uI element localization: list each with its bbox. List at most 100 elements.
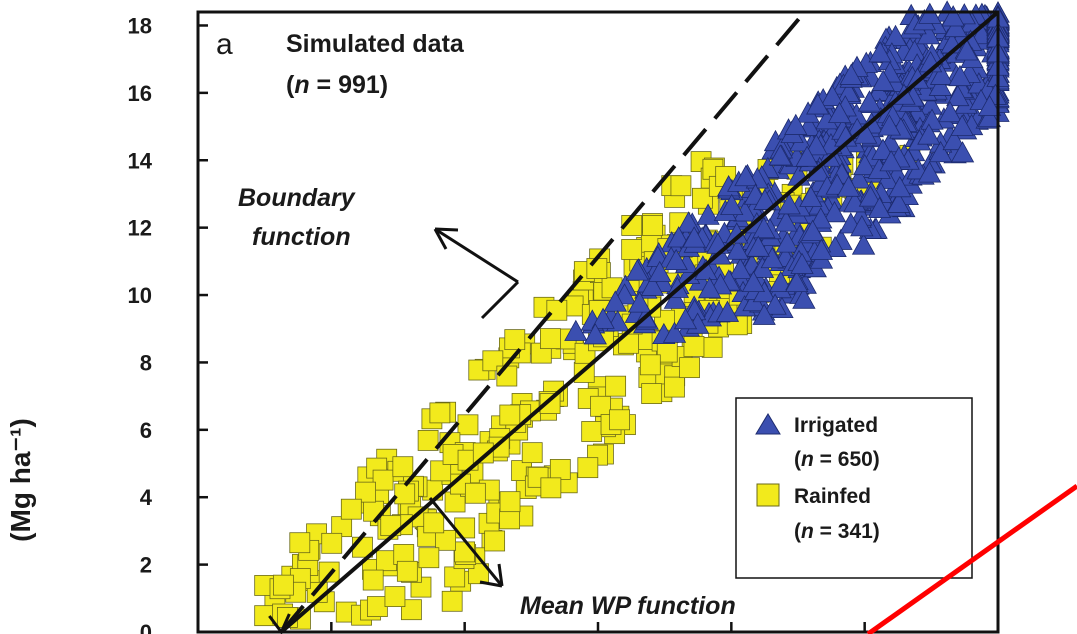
rainfed-point — [577, 457, 599, 479]
irrigated-point — [625, 259, 649, 281]
irrigated-point — [784, 270, 809, 293]
y-tick-label: 10 — [128, 283, 152, 308]
rainfed-point — [429, 402, 451, 424]
rainfed-point — [639, 354, 661, 376]
legend-irrigated-n: (n = 650) — [794, 448, 880, 471]
y-tick-label: 0 — [140, 620, 152, 634]
irrigated-point — [888, 175, 912, 198]
panel-letter: a — [216, 28, 233, 61]
legend-rainfed-label: Rainfed — [794, 485, 871, 508]
irrigated-point — [871, 69, 895, 91]
rainfed-point — [504, 329, 526, 351]
irrigated-point — [682, 226, 706, 248]
legend-rainfed-marker — [756, 483, 780, 507]
rainfed-point — [396, 560, 418, 582]
irrigated-point — [853, 153, 877, 176]
irrigated-point — [809, 238, 834, 260]
irrigated-point — [696, 203, 720, 225]
rainfed-point — [499, 491, 521, 513]
rainfed-point — [464, 482, 486, 504]
legend-rainfed-n: (n = 341) — [794, 520, 880, 543]
rainfed-point — [457, 414, 479, 436]
rainfed-point — [605, 375, 627, 397]
irrigated-point — [734, 164, 758, 187]
irrigated-point — [777, 193, 801, 215]
irrigated-point — [809, 207, 833, 229]
irrigated-point — [950, 114, 974, 136]
irrigated-point — [697, 277, 722, 299]
irrigated-point — [877, 114, 902, 136]
red-annotation-stroke — [866, 483, 1077, 634]
rainfed-point — [454, 541, 476, 563]
irrigated-point — [857, 90, 882, 112]
x-axis — [330, 622, 1000, 632]
rainfed-point — [540, 328, 561, 349]
legend-irrigated-marker — [755, 413, 781, 435]
rainfed-point — [254, 605, 276, 627]
rainfed-point — [454, 517, 476, 539]
irrigated-point — [928, 140, 953, 163]
irrigated-point — [928, 74, 952, 96]
irrigated-point — [851, 233, 876, 255]
rainfed-point — [435, 529, 456, 551]
boundary-label-line1: Boundary — [238, 184, 356, 212]
irrigated-point — [886, 191, 911, 213]
irrigated-point — [725, 238, 750, 260]
irrigated-point — [775, 231, 799, 253]
mean-wp-arrow — [428, 497, 504, 588]
irrigated-point — [827, 101, 852, 124]
y-tick-label: 16 — [128, 81, 152, 106]
irrigated-point — [799, 185, 823, 207]
irrigated-point — [917, 161, 942, 183]
rainfed-point — [423, 512, 445, 534]
rainfed-point — [441, 590, 463, 612]
rainfed-point — [417, 430, 439, 451]
rainfed-point — [273, 574, 294, 596]
y-axis-label: (Mg ha⁻¹) — [5, 418, 36, 542]
irrigated-point — [822, 200, 847, 223]
rainfed-point — [539, 393, 561, 414]
y-axis: 0 2 4 6 8 10 12 14 16 18 — [128, 13, 208, 634]
y-tick-label: 8 — [140, 350, 152, 375]
rainfed-point — [621, 239, 643, 260]
irrigated-point — [955, 39, 979, 61]
rainfed-point — [430, 460, 452, 482]
irrigated-point — [564, 319, 588, 341]
irrigated-point — [944, 15, 968, 38]
y-tick-label: 18 — [128, 13, 152, 38]
irrigated-point — [839, 63, 863, 85]
rainfed-point — [664, 376, 685, 398]
rainfed-point — [340, 498, 362, 520]
rainfed-point — [590, 395, 611, 417]
legend: Irrigated (n = 650) Rainfed (n = 341) — [735, 397, 973, 579]
simulated-data-title: Simulated data — [286, 30, 465, 58]
simulated-n-label: (n = 991) — [286, 71, 388, 99]
irrigated-point — [753, 188, 777, 210]
rainfed-point — [289, 532, 311, 554]
irrigated-point — [942, 128, 966, 151]
rainfed-point — [355, 481, 376, 503]
irrigated-point — [640, 274, 665, 296]
rainfed-point — [521, 442, 543, 464]
rainfed-point — [609, 409, 630, 431]
irrigated-point — [946, 84, 970, 107]
irrigated-point — [883, 24, 908, 46]
irrigated-point — [843, 191, 867, 213]
irrigated-point — [666, 226, 691, 248]
rainfed-point — [472, 442, 494, 464]
irrigated-point — [871, 138, 895, 160]
rainfed-point — [384, 586, 406, 608]
irrigated-point — [867, 196, 892, 219]
boundary-label-line2: function — [252, 223, 351, 251]
irrigated-point — [752, 216, 776, 239]
irrigated-point — [977, 94, 1002, 116]
mean-wp-label: Mean WP function — [520, 592, 736, 620]
y-tick-label: 14 — [128, 148, 153, 173]
irrigated-point — [800, 219, 825, 241]
irrigated-point — [768, 144, 792, 166]
rainfed-point — [362, 569, 384, 591]
irrigated-point — [673, 307, 698, 330]
rainfed-point — [401, 599, 422, 621]
irrigated-point — [850, 215, 874, 237]
y-tick-label: 2 — [140, 553, 152, 578]
